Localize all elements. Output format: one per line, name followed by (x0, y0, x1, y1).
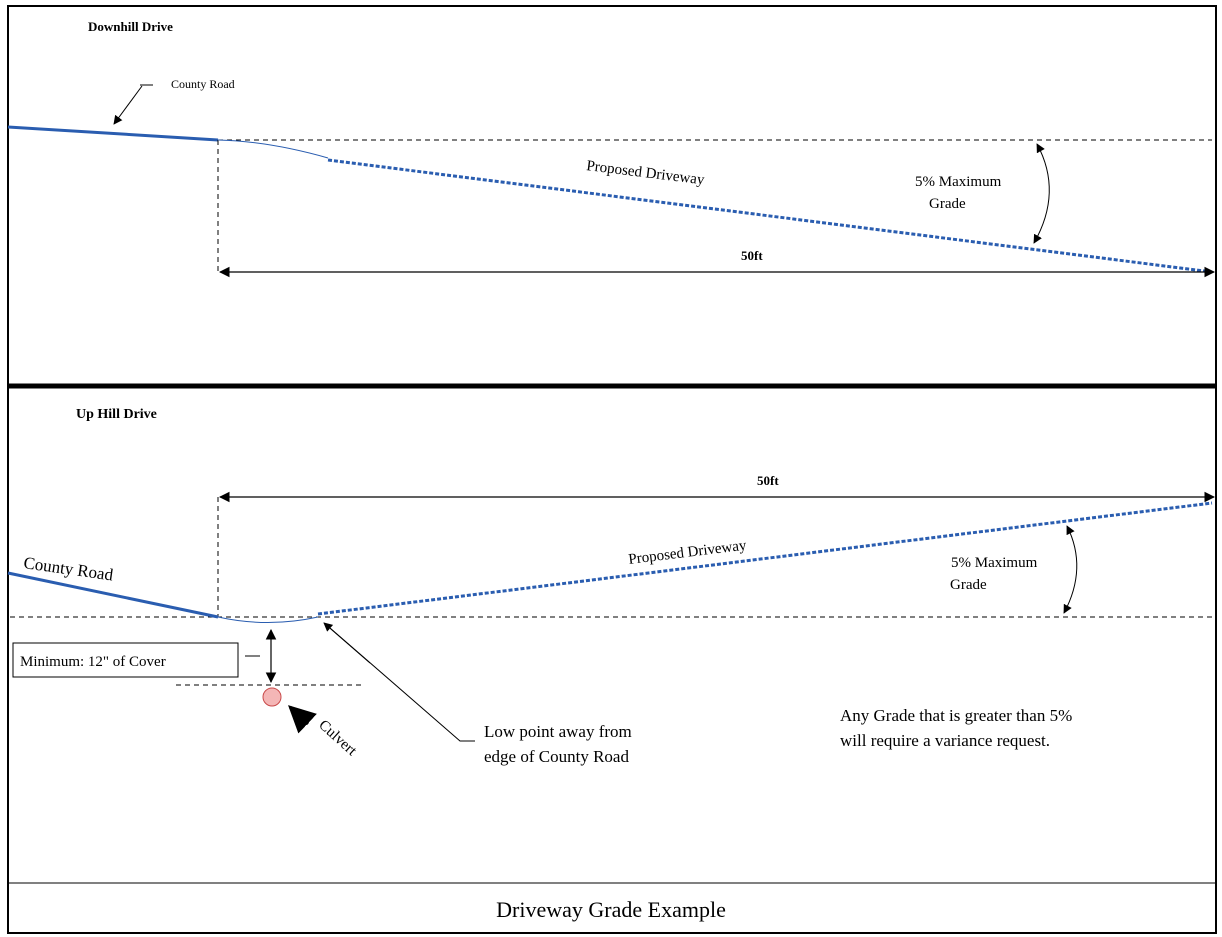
diagram-caption: Driveway Grade Example (496, 897, 726, 922)
county-road-pointer-arrow (113, 85, 143, 125)
grade-label-line2: Grade (929, 196, 966, 212)
variance-note-line2: will require a variance request. (840, 731, 1050, 750)
low-point-leader (329, 627, 475, 742)
grade-angle-arc (1033, 143, 1050, 244)
culvert-label: Culvert (315, 717, 360, 760)
cover-label-box (12, 642, 239, 678)
grade-label-line2: Grade (950, 577, 987, 593)
proposed-driveway-line (327, 158, 1213, 274)
proposed-driveway-line (317, 501, 1213, 616)
downhill-panel: Downhill Drive County Road Proposed Driv… (7, 19, 1216, 278)
culvert-pointer-arrow (288, 705, 317, 734)
cover-label: Minimum: 12" of Cover (20, 654, 166, 670)
uphill-panel: Up Hill Drive 50ft County Road Proposed … (7, 407, 1216, 766)
county-road-line (7, 125, 219, 142)
driveway-transition-curve (217, 139, 329, 159)
low-point-label-line2: edge of County Road (484, 747, 629, 766)
county-road-label: County Road (171, 77, 235, 91)
low-point-dip-curve (217, 616, 319, 623)
grade-label-line1: 5% Maximum (915, 174, 1002, 190)
low-point-label-line1: Low point away from (484, 722, 632, 741)
downhill-title: Downhill Drive (88, 19, 173, 34)
outer-border (7, 5, 1217, 934)
uphill-title: Up Hill Drive (76, 407, 157, 422)
variance-note-line1: Any Grade that is greater than 5% (840, 706, 1072, 725)
distance-label: 50ft (741, 248, 763, 263)
grade-label-line1: 5% Maximum (951, 555, 1038, 571)
county-road-line (7, 571, 219, 619)
distance-label: 50ft (757, 473, 779, 488)
low-point-arrowhead (323, 622, 371, 664)
culvert-pipe (262, 687, 282, 707)
grade-angle-arc (1063, 525, 1078, 614)
proposed-driveway-label: Proposed Driveway (586, 158, 706, 188)
